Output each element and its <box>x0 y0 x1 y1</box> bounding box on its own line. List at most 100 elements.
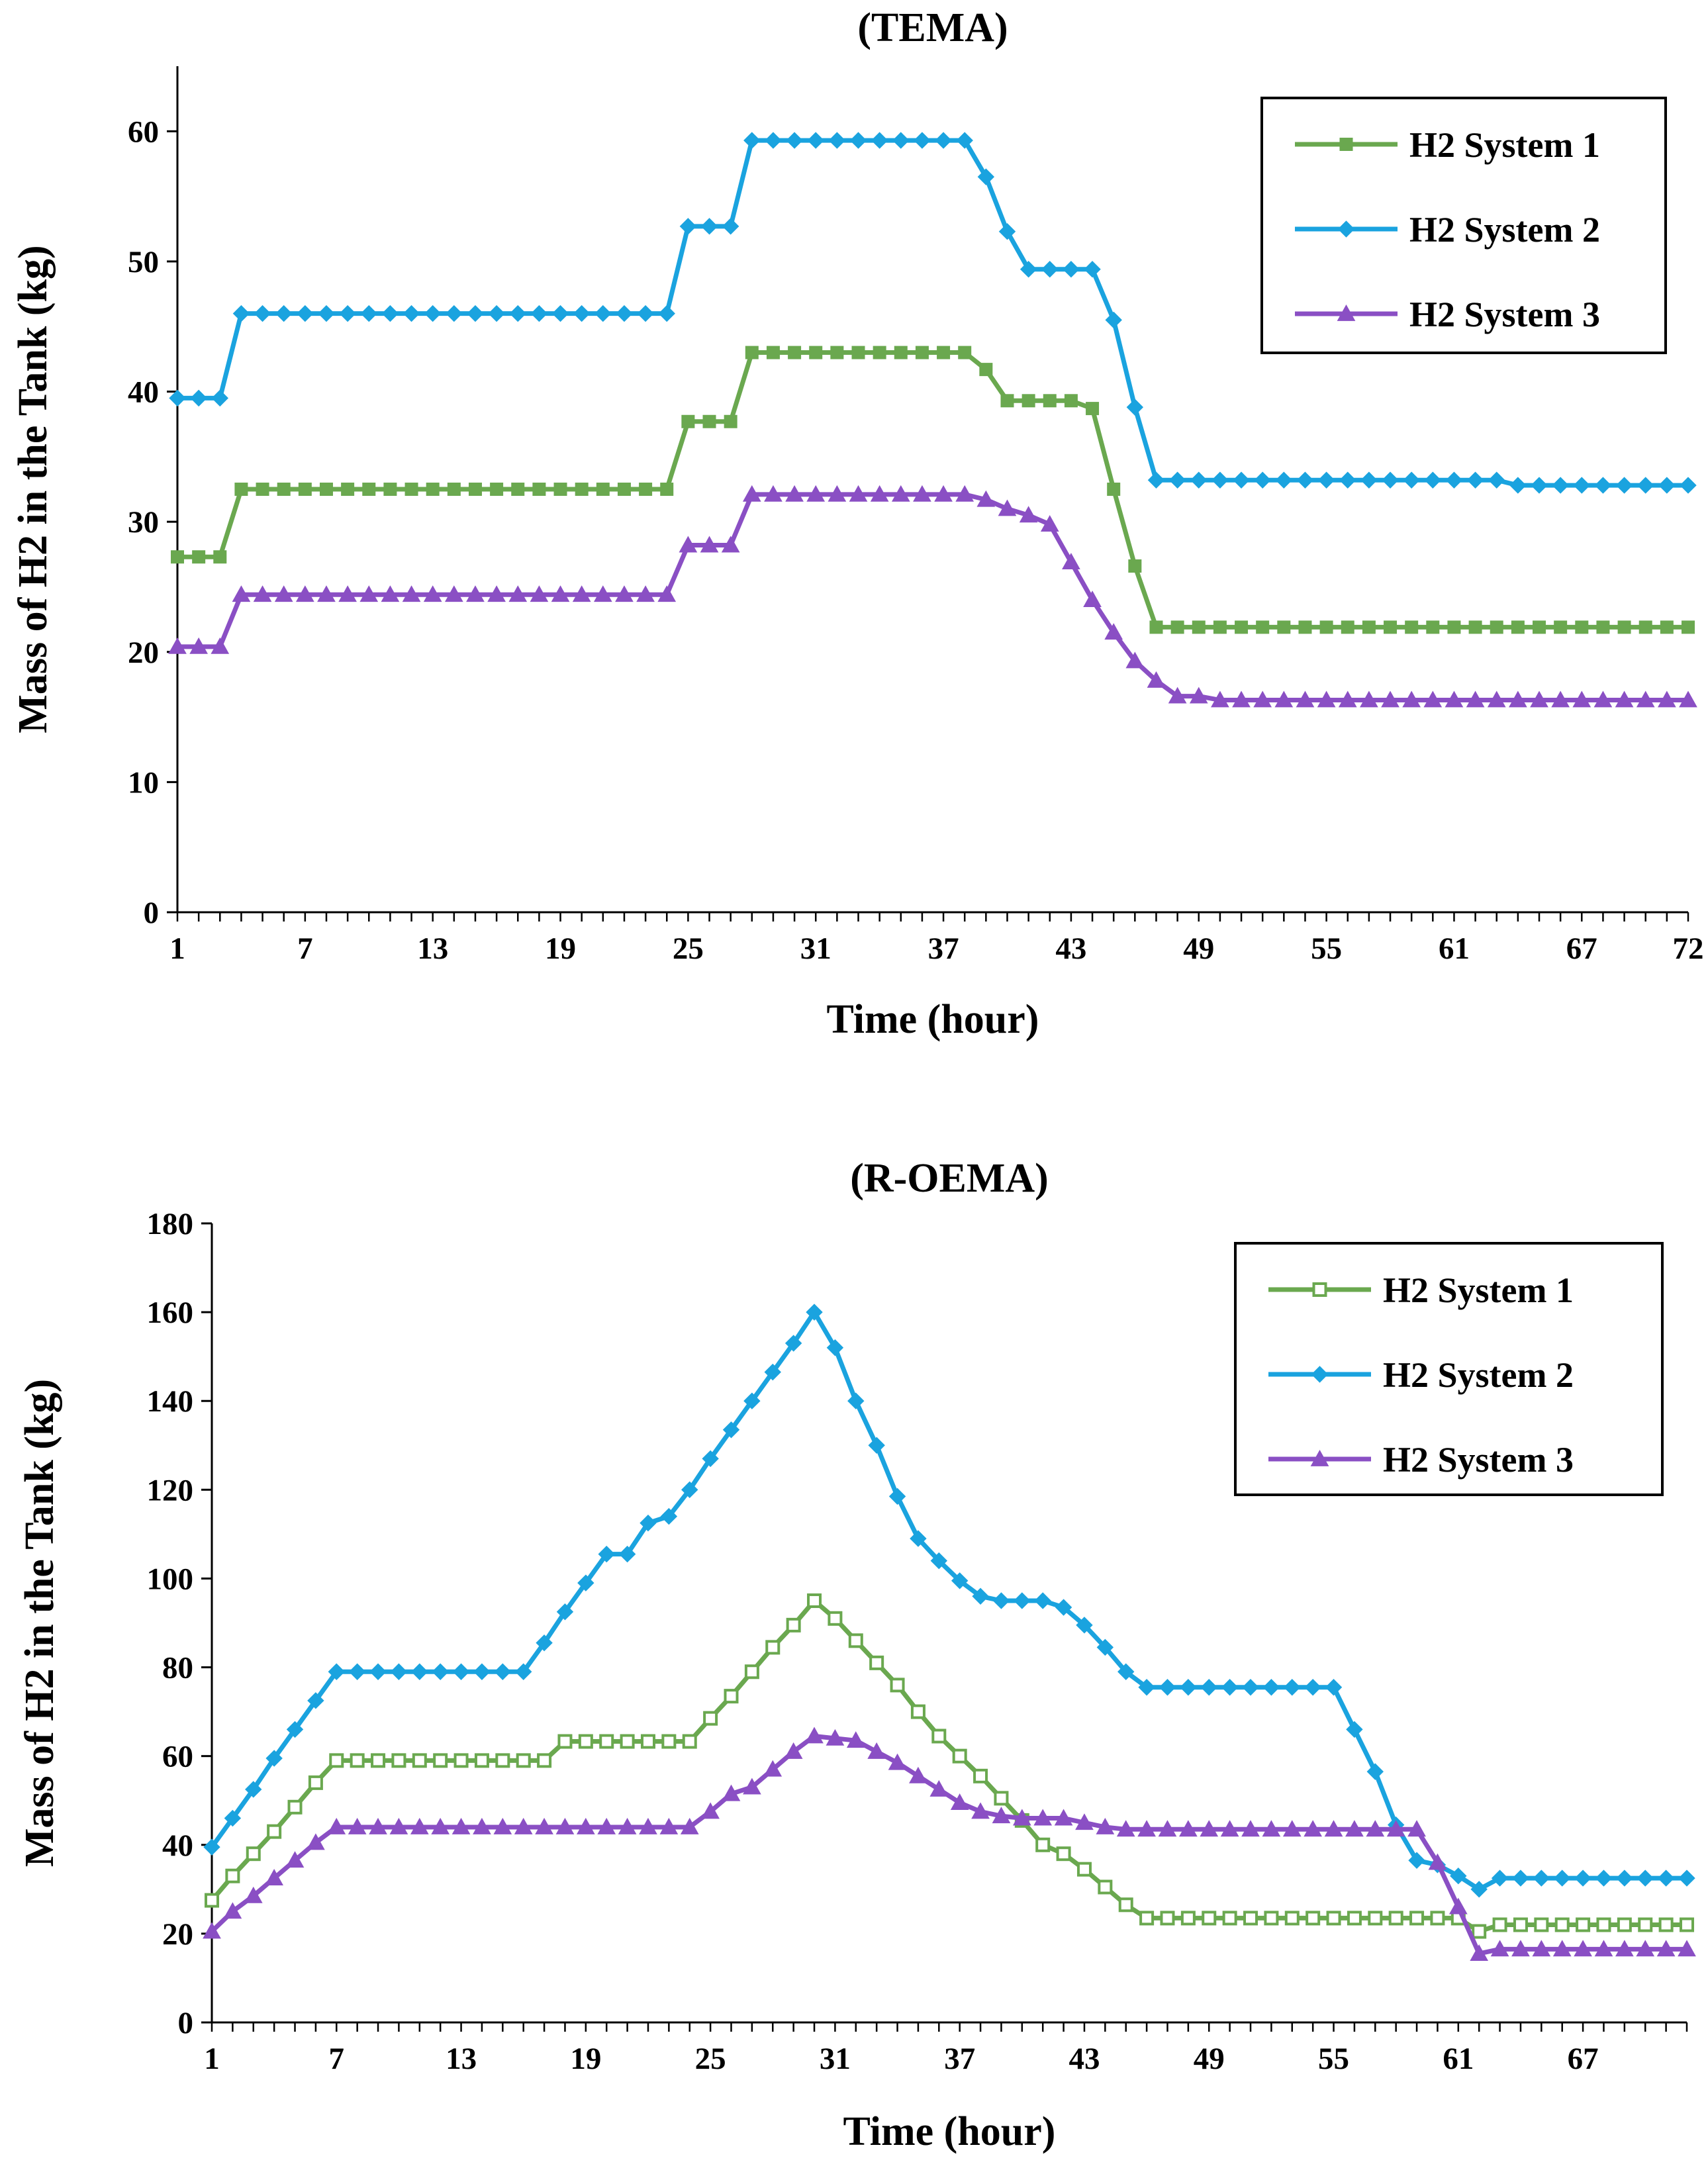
data-point <box>287 1799 303 1815</box>
data-point <box>1096 1638 1114 1656</box>
data-point <box>1233 471 1250 489</box>
data-point <box>973 1768 988 1783</box>
data-point <box>1020 261 1037 278</box>
data-point <box>452 1663 470 1680</box>
data-point <box>509 305 526 322</box>
data-point <box>404 483 418 496</box>
x-tick-label: 25 <box>673 931 704 966</box>
data-point <box>1347 1911 1362 1926</box>
data-point <box>1660 620 1674 634</box>
data-point <box>490 483 504 496</box>
data-point <box>1160 1911 1175 1926</box>
data-point <box>466 585 485 602</box>
data-point <box>256 483 269 496</box>
x-tick-label: 31 <box>820 2042 851 2076</box>
legend-marker <box>1310 1449 1329 1466</box>
data-point <box>383 483 397 496</box>
data-point <box>553 483 567 496</box>
y-tick-label: 100 <box>147 1562 194 1596</box>
data-point <box>232 585 251 602</box>
data-point <box>211 389 228 407</box>
data-point <box>410 1817 429 1834</box>
data-point <box>807 132 824 149</box>
data-point <box>1139 1911 1155 1926</box>
x-tick-label: 7 <box>329 2042 345 2076</box>
data-point <box>1147 671 1166 688</box>
data-point <box>1098 1879 1113 1895</box>
data-point <box>1490 1940 1509 1957</box>
data-point <box>976 490 996 507</box>
data-point <box>1488 471 1505 489</box>
x-tick-label: 55 <box>1311 931 1342 966</box>
data-point <box>371 1753 386 1768</box>
data-point <box>639 1817 657 1834</box>
y-tick-label: 60 <box>128 115 159 149</box>
data-point <box>1447 620 1461 634</box>
data-point <box>1509 477 1527 494</box>
data-point <box>1284 1911 1300 1926</box>
data-point <box>1409 1911 1425 1926</box>
data-point <box>1325 1679 1343 1696</box>
data-point <box>1190 471 1208 489</box>
x-tick-label: 13 <box>446 2042 477 2076</box>
data-point <box>1381 690 1400 708</box>
x-tick-label: 72 <box>1673 931 1704 966</box>
data-point <box>682 1734 697 1749</box>
data-point <box>1296 471 1314 489</box>
data-point <box>784 1335 802 1352</box>
data-point <box>412 1753 427 1768</box>
data-point <box>1594 1940 1613 1957</box>
data-point <box>659 1817 679 1834</box>
data-point <box>1149 620 1163 634</box>
data-point <box>700 218 718 235</box>
data-point <box>338 585 357 602</box>
x-tick-label: 55 <box>1318 2042 1349 2076</box>
data-point <box>998 222 1016 240</box>
data-point <box>1509 690 1527 708</box>
data-point <box>1636 1940 1655 1957</box>
data-point <box>1118 1897 1133 1913</box>
data-point <box>1221 1679 1239 1696</box>
data-point <box>432 1663 449 1680</box>
data-point <box>786 132 803 149</box>
data-point <box>1554 620 1568 634</box>
data-point <box>327 1817 346 1834</box>
chart-title: (R-OEMA) <box>850 1156 1049 1201</box>
data-point <box>743 1392 761 1409</box>
data-point <box>1159 1679 1176 1696</box>
data-point <box>1511 620 1525 634</box>
data-point <box>1083 591 1102 608</box>
data-point <box>826 1728 845 1746</box>
x-tick-label: 37 <box>928 931 959 966</box>
data-point <box>488 305 505 322</box>
data-point <box>594 305 612 322</box>
x-tick-label: 61 <box>1443 2042 1474 2076</box>
data-point <box>1513 1917 1528 1932</box>
data-point <box>1595 1870 1613 1887</box>
data-point <box>596 483 610 496</box>
data-point <box>1104 623 1123 640</box>
data-point <box>572 585 591 602</box>
data-point <box>1086 402 1100 416</box>
data-point <box>1682 620 1695 634</box>
y-tick-label: 140 <box>147 1384 194 1419</box>
data-point <box>1657 1870 1675 1887</box>
data-point <box>555 1817 575 1834</box>
data-point <box>743 1777 761 1795</box>
data-point <box>806 485 826 502</box>
data-point <box>1637 477 1654 494</box>
data-point <box>468 483 482 496</box>
data-point <box>636 585 655 602</box>
y-axis-label: Mass of H2 in the Tank (kg) <box>11 245 56 733</box>
data-point <box>1341 620 1354 634</box>
data-point <box>211 637 230 654</box>
data-point <box>329 1753 344 1768</box>
data-point <box>1533 620 1546 634</box>
data-point <box>1125 651 1145 669</box>
data-point <box>369 1663 387 1680</box>
data-point <box>1366 1820 1385 1837</box>
data-point <box>203 1922 221 1939</box>
data-point <box>851 346 865 359</box>
data-point <box>930 1552 948 1570</box>
data-point <box>681 414 695 428</box>
